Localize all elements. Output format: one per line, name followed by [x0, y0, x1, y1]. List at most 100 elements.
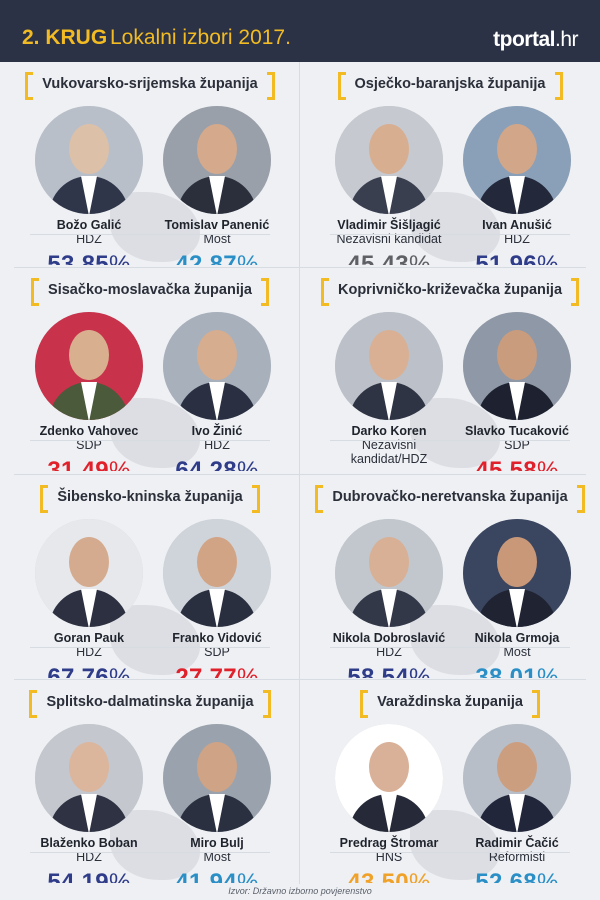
page-title: Lokalni izbori 2017. — [110, 26, 291, 49]
percentage-value: 31,49 — [47, 457, 109, 471]
candidate-photo — [463, 312, 571, 420]
candidate-card: Vladimir Šišljagić Nezavisni kandidat 45,4… — [324, 106, 454, 265]
percent-sign: % — [236, 664, 259, 678]
percent-sign: % — [108, 457, 131, 471]
percent-sign: % — [108, 251, 131, 265]
candidate-photo — [35, 519, 143, 627]
county-title-text: Sisačko-moslavačka županija — [31, 278, 269, 306]
candidate-party: HDZ — [504, 232, 530, 246]
percentage-value: 67,76 — [47, 664, 109, 678]
header-bar: 2. KRUG Lokalni izbori 2017. tportal.hr — [0, 0, 600, 62]
candidate-photo — [463, 106, 571, 214]
candidate-party: HDZ — [76, 232, 102, 246]
candidate-photo — [35, 312, 143, 420]
candidate-percentage: 41,94% — [152, 869, 282, 883]
percentage-value: 41,94 — [175, 869, 237, 883]
row-divider — [14, 474, 586, 475]
brand-tld: .hr — [554, 28, 579, 51]
candidate-name: Goran Pauk — [53, 631, 125, 645]
candidate-photo — [335, 106, 443, 214]
percent-sign: % — [408, 251, 431, 265]
candidate-percentage: 42,87% — [152, 251, 282, 265]
candidate-name: Zdenko Vahovec — [39, 424, 139, 438]
percentage-value: 58,54 — [347, 664, 409, 678]
candidate-party: Most — [503, 645, 531, 659]
candidate-card: Slavko Tucaković SDP 45,58% — [452, 312, 582, 471]
candidate-photo — [463, 519, 571, 627]
candidate-name: Slavko Tucaković — [465, 424, 569, 438]
candidate-card: Radimir Čačić Reformisti 52.68% — [452, 724, 582, 883]
percent-sign: % — [536, 457, 559, 471]
candidate-party: Reformisti — [488, 850, 546, 864]
candidate-separator — [330, 440, 570, 441]
candidate-card: Nikola Grmoja Most 38,01% — [452, 519, 582, 678]
candidate-party: SDP — [76, 438, 102, 452]
county-title: Sisačko-moslavačka županija — [0, 278, 300, 306]
county-title-text: Dubrovačko-neretvanska županija — [315, 485, 585, 513]
candidate-party: Most — [203, 850, 231, 864]
candidate-card: Zdenko Vahovec SDP 31,49% — [24, 312, 154, 471]
candidate-card: Franko Vidović SDP 27,77% — [152, 519, 282, 678]
percent-sign: % — [108, 664, 131, 678]
county-title: Dubrovačko-neretvanska županija — [300, 485, 600, 513]
percentage-value: 42,87 — [175, 251, 237, 265]
candidate-percentage: 51,96% — [452, 251, 582, 265]
county-panel: Sisačko-moslavačka županija Zdenko Vahove… — [0, 268, 300, 471]
candidate-percentage: 45,58% — [452, 457, 582, 471]
candidate-percentage: 52.68% — [452, 869, 582, 883]
percentage-value: 45,43 — [347, 251, 409, 265]
county-panel: Koprivničko-križevačka županija Darko Kor… — [300, 268, 600, 471]
candidate-photo — [35, 724, 143, 832]
percent-sign: % — [236, 457, 259, 471]
candidate-name: Nikola Grmoja — [474, 631, 560, 645]
brand-logo: tportal.hr — [493, 28, 578, 52]
percentage-value: 54,19 — [47, 869, 109, 883]
county-title-text: Splitsko-dalmatinska županija — [29, 690, 271, 718]
county-title: Osječko-baranjska županija — [300, 72, 600, 100]
county-panel: Osječko-baranjska županija Vladimir Šišlj… — [300, 62, 600, 265]
candidate-separator — [330, 234, 570, 235]
candidate-party: HNS — [375, 850, 403, 864]
candidate-party: SDP — [504, 438, 530, 452]
county-title-text: Vukovarsko-srijemska županija — [25, 72, 276, 100]
candidate-percentage: 31,49% — [24, 457, 154, 471]
candidate-percentage: 27,77% — [152, 664, 282, 678]
county-title-text: Varaždinska županija — [360, 690, 540, 718]
percent-sign: % — [536, 251, 559, 265]
candidate-name: Predrag Štromar — [339, 836, 439, 850]
row-divider — [14, 679, 586, 680]
county-title: Vukovarsko-srijemska županija — [0, 72, 300, 100]
candidate-party: HDZ — [76, 645, 102, 659]
candidate-photo — [335, 519, 443, 627]
candidate-party: HDZ — [204, 438, 230, 452]
county-panel: Šibensko-kninska županija Goran Pauk HDZ 67… — [0, 475, 300, 678]
county-panel: Vukovarsko-srijemska županija Božo Galić H… — [0, 62, 300, 265]
candidate-percentage: 45,43% — [324, 251, 454, 265]
source-note: Izvor: Državno izborno povjerenstvo — [228, 886, 372, 896]
candidate-card: Predrag Štromar HNS 43,50% — [324, 724, 454, 883]
candidate-party: Most — [203, 232, 231, 246]
candidate-card: Ivo Žinić HDZ 64,28% — [152, 312, 282, 471]
percent-sign: % — [536, 664, 559, 678]
candidate-name: Miro Bulj — [190, 836, 244, 850]
percentage-value: 43,50 — [347, 869, 409, 883]
candidate-card: Božo Galić HDZ 53,85% — [24, 106, 154, 265]
candidate-party: HDZ — [76, 850, 102, 864]
candidate-percentage: 38,01% — [452, 664, 582, 678]
candidate-photo — [335, 312, 443, 420]
percent-sign: % — [108, 869, 131, 883]
county-title: Koprivničko-križevačka županija — [300, 278, 600, 306]
county-panel: Splitsko-dalmatinska županija Blaženko Bo… — [0, 680, 300, 883]
candidate-photo — [463, 724, 571, 832]
percentage-value: 38,01 — [475, 664, 537, 678]
percentage-value: 53,85 — [47, 251, 109, 265]
percentage-value: 45,58 — [475, 457, 537, 471]
candidate-photo — [163, 106, 271, 214]
candidate-party: SDP — [204, 645, 230, 659]
county-title-text: Osječko-baranjska županija — [337, 72, 563, 100]
candidate-name: Darko Koren — [351, 424, 427, 438]
candidate-separator — [30, 852, 270, 853]
candidate-percentage: 53,85% — [24, 251, 154, 265]
candidate-card: Tomislav Panenić Most 42,87% — [152, 106, 282, 265]
